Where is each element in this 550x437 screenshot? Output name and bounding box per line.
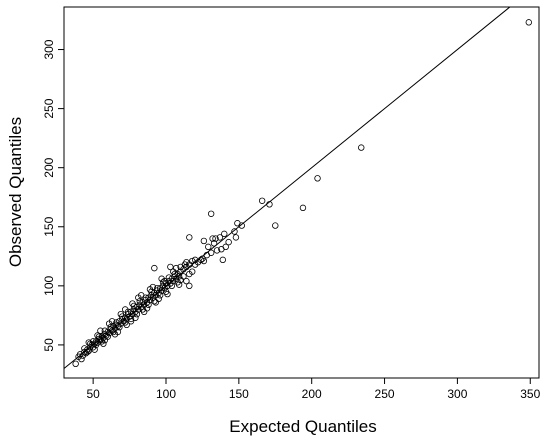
x-tick-label: 300 bbox=[447, 387, 467, 401]
data-point bbox=[85, 339, 92, 346]
data-point bbox=[152, 299, 159, 306]
data-point bbox=[136, 298, 143, 305]
x-tick-label: 100 bbox=[156, 387, 176, 401]
data-point bbox=[172, 264, 180, 272]
data-point bbox=[159, 279, 167, 286]
y-axis-title: Observed Quantiles bbox=[6, 117, 25, 267]
data-point bbox=[189, 268, 196, 275]
data-point bbox=[92, 341, 100, 349]
data-point bbox=[525, 19, 533, 26]
data-point bbox=[84, 348, 91, 356]
data-point bbox=[127, 318, 135, 325]
y-tick-label: 150 bbox=[42, 216, 56, 236]
data-point bbox=[200, 257, 208, 265]
data-point bbox=[151, 264, 158, 272]
y-tick-label: 50 bbox=[42, 338, 56, 352]
data-point bbox=[111, 331, 119, 338]
data-point bbox=[212, 235, 219, 242]
x-axis: 50 100 150 200 250 300 350 bbox=[86, 378, 541, 401]
data-point bbox=[210, 240, 218, 247]
data-point bbox=[181, 261, 189, 268]
data-point bbox=[209, 235, 216, 242]
data-point bbox=[101, 336, 108, 344]
data-point bbox=[186, 234, 193, 241]
data-point bbox=[175, 281, 183, 288]
data-point bbox=[167, 263, 174, 271]
data-point bbox=[258, 197, 266, 204]
data-point bbox=[133, 310, 141, 318]
data-point bbox=[156, 292, 164, 299]
data-point bbox=[165, 274, 173, 281]
data-point bbox=[107, 323, 114, 331]
data-point bbox=[138, 292, 145, 299]
data-point bbox=[164, 290, 171, 298]
data-point bbox=[149, 283, 157, 291]
data-point bbox=[200, 237, 208, 245]
data-point bbox=[72, 360, 79, 368]
x-tick-label: 200 bbox=[302, 387, 322, 401]
data-point bbox=[197, 256, 205, 264]
y-axis: 50 100 150 200 250 300 bbox=[42, 39, 64, 352]
data-point bbox=[238, 222, 245, 229]
data-point bbox=[186, 282, 193, 290]
data-point bbox=[116, 323, 123, 331]
data-point bbox=[145, 301, 152, 308]
y-tick-label: 300 bbox=[42, 39, 56, 59]
data-point bbox=[168, 282, 176, 290]
y-tick-label: 200 bbox=[42, 157, 56, 177]
data-point bbox=[94, 332, 101, 339]
data-point bbox=[314, 175, 321, 182]
data-point bbox=[100, 340, 107, 347]
data-point bbox=[97, 327, 104, 334]
data-points bbox=[72, 19, 533, 368]
data-point bbox=[231, 228, 238, 235]
data-point bbox=[358, 144, 365, 151]
data-point bbox=[177, 276, 184, 284]
y-tick-label: 250 bbox=[42, 98, 56, 118]
data-point bbox=[117, 310, 125, 318]
x-tick-label: 150 bbox=[229, 387, 249, 401]
data-point bbox=[105, 320, 113, 327]
data-point bbox=[121, 306, 129, 313]
y-tick-label: 100 bbox=[42, 276, 56, 296]
x-tick-label: 250 bbox=[375, 387, 395, 401]
data-point bbox=[101, 327, 108, 334]
data-point bbox=[266, 201, 273, 208]
data-point bbox=[222, 243, 229, 251]
data-point bbox=[207, 249, 215, 256]
data-point bbox=[272, 222, 279, 229]
data-point bbox=[232, 234, 240, 241]
data-point bbox=[113, 319, 120, 326]
data-point bbox=[143, 305, 151, 312]
data-point bbox=[216, 234, 224, 241]
data-point bbox=[129, 300, 136, 307]
data-point bbox=[154, 285, 161, 292]
data-point bbox=[221, 230, 228, 238]
x-tick-label: 50 bbox=[86, 387, 100, 401]
data-point bbox=[91, 346, 98, 353]
data-point bbox=[155, 295, 162, 303]
data-point bbox=[132, 314, 139, 321]
data-point bbox=[207, 210, 215, 217]
data-point bbox=[161, 277, 168, 285]
x-axis-title: Expected Quantiles bbox=[229, 417, 376, 436]
data-point bbox=[95, 333, 103, 340]
data-point bbox=[127, 315, 135, 323]
data-point bbox=[78, 355, 85, 363]
data-point bbox=[205, 243, 212, 251]
data-point bbox=[213, 247, 221, 254]
x-tick-label: 350 bbox=[520, 387, 540, 401]
data-point bbox=[123, 321, 130, 329]
plot-frame bbox=[63, 6, 540, 379]
data-point bbox=[225, 238, 232, 246]
data-point bbox=[183, 277, 190, 285]
data-point bbox=[299, 204, 307, 212]
data-point bbox=[219, 256, 227, 264]
